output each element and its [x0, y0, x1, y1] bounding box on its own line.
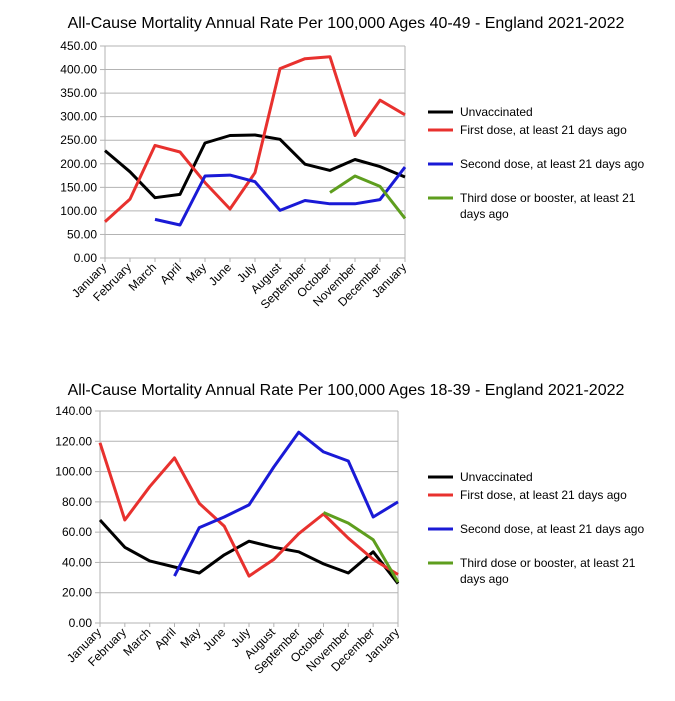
series-line: [104, 133, 406, 200]
y-tick-label: 80.00: [62, 495, 92, 509]
y-tick-label: 150.00: [60, 180, 97, 194]
x-tick-label: May: [183, 260, 209, 286]
chart-title: All-Cause Mortality Annual Rate Per 100,…: [68, 382, 625, 399]
y-tick-label: 0.00: [74, 251, 98, 265]
y-tick-label: 450.00: [60, 39, 97, 53]
x-tick-label: June: [206, 260, 235, 289]
series-line: [329, 174, 407, 220]
legend-entry: Unvaccinated: [460, 470, 533, 484]
chart-ages-18-39-svg: All-Cause Mortality Annual Rate Per 100,…: [55, 382, 644, 677]
chart-title: All-Cause Mortality Annual Rate Per 100,…: [68, 15, 625, 32]
y-tick-label: 100.00: [55, 465, 92, 479]
legend-entry: Unvaccinated: [460, 105, 533, 119]
chart-ages-40-49-svg: All-Cause Mortality Annual Rate Per 100,…: [60, 15, 644, 312]
y-tick-label: 120.00: [55, 434, 92, 448]
y-tick-label: 400.00: [60, 63, 97, 77]
x-tick-label: March: [126, 260, 159, 293]
legend-entry: First dose, at least 21 days ago: [460, 123, 627, 137]
y-tick-label: 200.00: [60, 157, 97, 171]
y-tick-label: 100.00: [60, 204, 97, 218]
series-line: [173, 430, 399, 577]
series-line: [154, 166, 407, 227]
series-line: [98, 518, 400, 585]
legend-entry: Third dose or booster, at least 21 days a…: [460, 191, 636, 221]
y-tick-label: 20.00: [62, 586, 92, 600]
y-tick-label: 60.00: [62, 525, 92, 539]
x-tick-label: April: [152, 625, 179, 652]
x-tick-label: May: [178, 625, 204, 651]
y-tick-label: 300.00: [60, 110, 97, 124]
legend-entry: Third dose or booster, at least 21 days a…: [460, 556, 636, 586]
series-line: [322, 511, 400, 583]
x-tick-label: April: [157, 260, 184, 287]
chart-ages-18-39: All-Cause Mortality Annual Rate Per 100,…: [0, 365, 675, 701]
x-tick-label: March: [120, 625, 153, 658]
y-tick-label: 350.00: [60, 86, 97, 100]
y-tick-label: 40.00: [62, 555, 92, 569]
legend-entry: Second dose, at least 21 days ago: [460, 522, 644, 536]
x-tick-label: June: [200, 625, 229, 654]
chart-ages-40-49: All-Cause Mortality Annual Rate Per 100,…: [0, 0, 675, 350]
series-line: [98, 442, 399, 578]
y-tick-label: 0.00: [69, 616, 93, 630]
y-tick-label: 50.00: [67, 227, 97, 241]
y-tick-label: 250.00: [60, 133, 97, 147]
legend-entry: Second dose, at least 21 days ago: [460, 157, 644, 171]
y-tick-label: 140.00: [55, 404, 92, 418]
series-line: [103, 55, 406, 223]
legend-entry: First dose, at least 21 days ago: [460, 488, 627, 502]
